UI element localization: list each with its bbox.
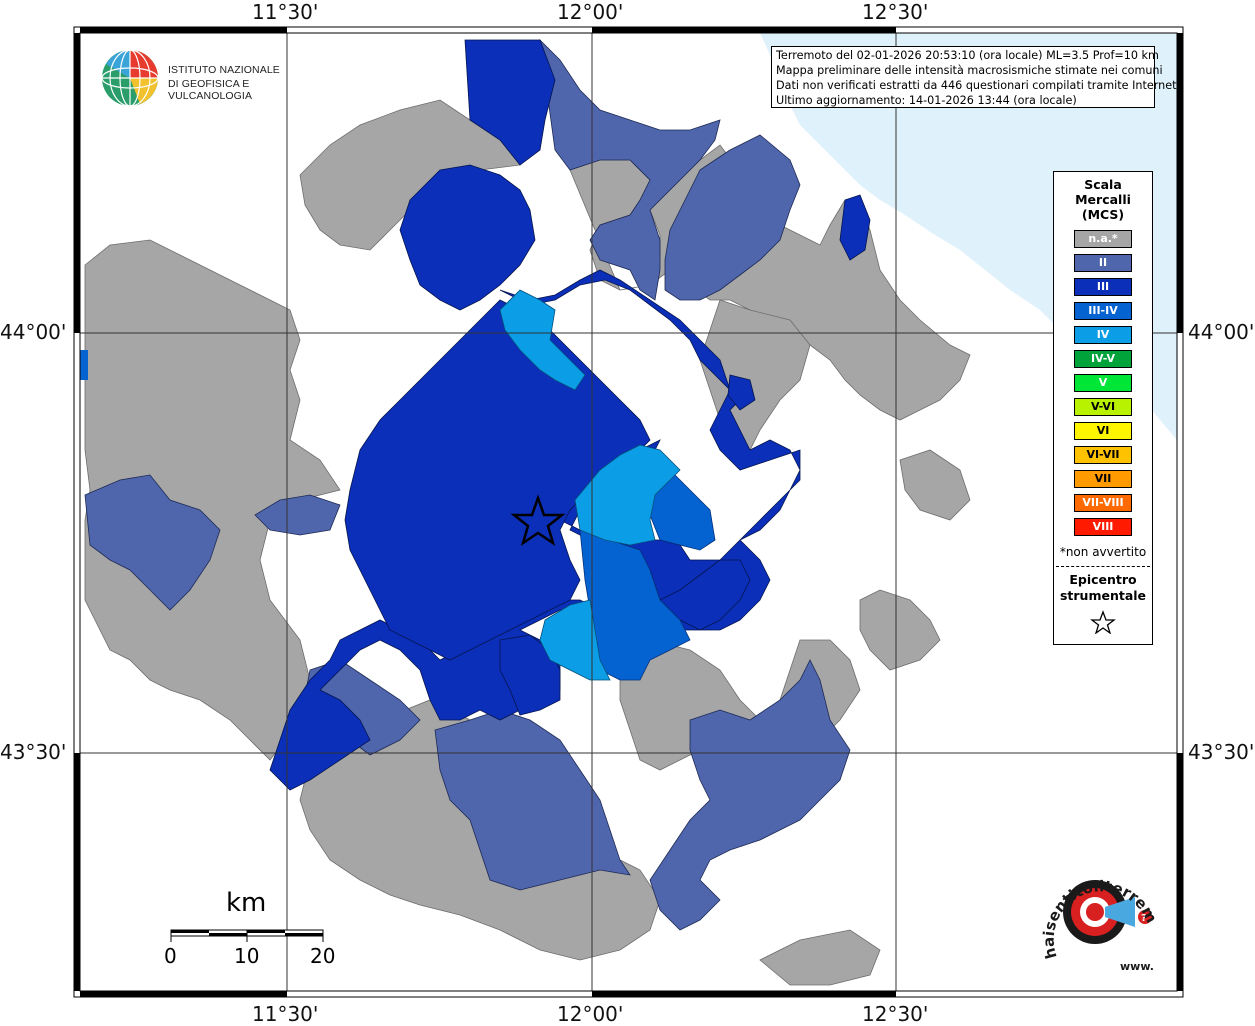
tick-left-1: 44°00' [0,320,67,344]
tick-top-3: 12°30' [862,0,929,24]
scale-label-10: 10 [234,944,260,968]
region-III-north-strip [464,39,556,166]
legend-swatch: II [1074,254,1132,272]
legend-swatch: n.a.* [1074,230,1132,248]
scale-label-0: 0 [164,944,177,968]
legend-swatch: IV-V [1074,350,1132,368]
legend-swatch: VII [1074,470,1132,488]
ingv-logo: ISTITUTO NAZIONALE DI GEOFISICA E VULCAN… [100,46,320,110]
megaphone-icon [1105,897,1135,927]
legend-note: *non avvertito [1059,545,1147,559]
region-II-west2 [254,494,341,536]
event-info-line1: Terremoto del 02-01-2026 20:53:10 (ora l… [776,49,1159,62]
map-frame [73,26,1184,998]
legend-swatch: V [1074,374,1132,392]
legend-title-3: (MCS) [1081,207,1125,222]
legend-swatch: VI [1074,422,1132,440]
region-III-southcentral [499,634,561,716]
region-na-se-corner [759,929,881,986]
event-info-line3: Dati non verificati estratti da 446 ques… [776,79,1181,92]
epicenter-star-icon [510,494,566,546]
region-III-core [344,299,651,661]
tick-bottom-3: 12°30' [862,1002,929,1026]
legend-epicenter-line1: Epicentro [1069,572,1137,587]
event-info-box: Terremoto del 02-01-2026 20:53:10 (ora l… [771,46,1181,108]
event-info-line4: Ultimo aggiornamento: 14-01-2026 13:44 (… [776,94,1077,107]
legend-swatch: VII-VIII [1074,494,1132,512]
brand-url: www. [1120,960,1154,973]
globe-icon [101,49,159,107]
tick-left-2: 43°30' [0,740,67,764]
legend-title-2: Mercalli [1075,192,1131,207]
region-II-west [84,474,221,611]
region-na-east2 [899,449,971,521]
legend-epicenter-label: Epicentro strumentale [1054,572,1152,604]
scale-bar-title: km [226,888,267,918]
scale-bar [170,929,324,942]
legend-swatch: V-VI [1074,398,1132,416]
region-II-south [434,709,631,891]
region-II-northeast [664,134,801,301]
region-III-east-small2 [727,374,756,411]
region-IV-central [574,444,681,546]
legend-swatch: VIII [1074,518,1132,536]
svg-text:?: ? [1141,913,1147,924]
region-na-far-east [859,589,941,671]
legend-swatch: VI-VII [1074,446,1132,464]
ingv-name-line1: ISTITUTO NAZIONALE [168,64,280,76]
haisentito-logo: ? haisentitoilterremoto.it www. [1035,862,1161,973]
region-II-north [539,38,721,301]
region-III-northwest [399,164,536,311]
tick-bottom-2: 12°00' [557,1002,624,1026]
legend-swatch: III-IV [1074,302,1132,320]
tick-right-1: 44°00' [1188,320,1255,344]
region-II-southeast [649,659,851,931]
legend-swatch: IV [1074,326,1132,344]
region-na-west [84,239,341,761]
scale-label-20: 20 [310,944,336,968]
legend-star-icon [1090,610,1116,634]
event-info-line2: Mappa preliminare delle intensità macros… [776,64,1163,77]
legend-epicenter-line2: strumentale [1059,588,1147,603]
tick-top-2: 12°00' [557,0,624,24]
tick-right-2: 43°30' [1188,740,1255,764]
region-III-IV-edge [80,350,88,380]
legend-swatch: III [1074,278,1132,296]
tick-bottom-1: 11°30' [252,1002,319,1026]
ingv-name-line2: DI GEOFISICA E VULCANOLOGIA [168,78,253,102]
region-III-IV-east [649,469,716,551]
legend-separator [1056,566,1150,567]
mcs-legend: Scala Mercalli (MCS) n.a.* II III III-IV IV I… [1053,171,1153,645]
region-III-east-small [839,194,871,261]
legend-title-1: Scala [1084,177,1122,192]
region-IV-north [499,289,586,391]
tick-top-1: 11°30' [252,0,319,24]
